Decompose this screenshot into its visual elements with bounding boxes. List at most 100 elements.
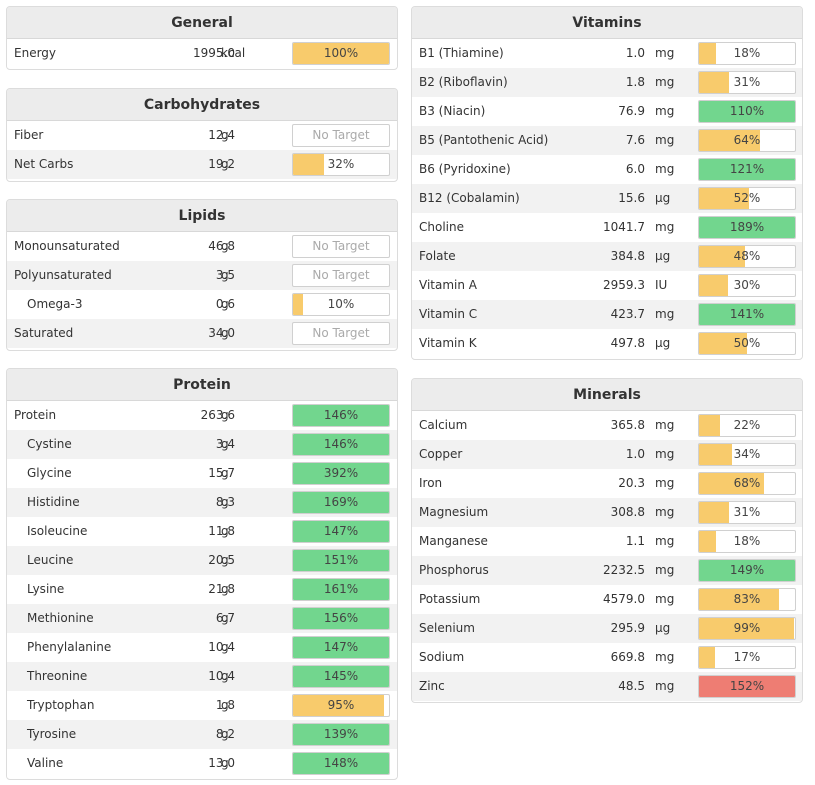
target-progress-fill	[293, 463, 389, 484]
target-progress-fill	[699, 560, 795, 581]
target-progress-fill	[699, 676, 795, 697]
target-percent-label: 17%	[733, 650, 761, 664]
nutrient-unit: mg	[655, 220, 675, 234]
nutrient-amount: 76.9	[618, 104, 645, 118]
nutrient-row: Omega-3 0.6 g 10%	[7, 290, 397, 319]
target-percent-label: 156%	[323, 611, 359, 625]
nutrient-name: B1 (Thiamine)	[419, 46, 504, 60]
nutrient-row: Methionine 6.7 g 156%	[7, 604, 397, 633]
nutrient-amount: 20.5	[208, 553, 235, 567]
target-percent-label: 189%	[729, 220, 765, 234]
target-progress-fill	[293, 666, 389, 687]
target-progress-fill	[293, 579, 389, 600]
target-progress-bar: 149%	[698, 559, 796, 582]
nutrient-name: Polyunsaturated	[14, 268, 112, 282]
target-progress-bar: 147%	[292, 636, 390, 659]
target-percent-label: 30%	[733, 278, 761, 292]
nutrient-unit: g	[221, 640, 229, 654]
nutrient-name: Tyrosine	[27, 727, 77, 741]
protein-title: Protein	[7, 369, 397, 401]
lipids-rows: Monounsaturated 46.8 g No Target Polyunsatur…	[7, 232, 397, 348]
protein-panel: Protein Protein 263.6 g 146% Cystine 3.4 g 146%…	[6, 368, 398, 780]
target-progress-bar: 169%	[292, 491, 390, 514]
target-progress-bar: 48%	[698, 245, 796, 268]
nutrient-row: Tryptophan 1.8 g 95%	[7, 691, 397, 720]
nutrient-row: Cystine 3.4 g 146%	[7, 430, 397, 459]
nutrient-unit: g	[221, 239, 229, 253]
target-progress-fill	[293, 753, 389, 774]
target-progress-bar: 30%	[698, 274, 796, 297]
nutrient-name: Copper	[419, 447, 463, 461]
nutrient-row: Selenium 295.9 µg 99%	[412, 614, 802, 643]
nutrient-amount: 8.2	[215, 727, 235, 741]
target-progress-fill	[293, 521, 389, 542]
nutrient-row: Valine 13.0 g 148%	[7, 749, 397, 778]
target-percent-label: 50%	[733, 336, 761, 350]
nutrient-amount: 15.7	[208, 466, 235, 480]
nutrient-unit: g	[221, 582, 229, 596]
minerals-panel: Minerals Calcium 365.8 mg 22% Copper 1.0 mg 34%…	[411, 378, 803, 703]
target-progress-bar: 392%	[292, 462, 390, 485]
nutrient-unit: g	[221, 495, 229, 509]
target-percent-label: 149%	[729, 563, 765, 577]
target-progress-fill	[293, 724, 389, 745]
target-percent-label: 18%	[733, 534, 761, 548]
nutrient-name: Choline	[419, 220, 464, 234]
nutrient-name: Methionine	[27, 611, 94, 625]
target-progress-fill	[699, 589, 779, 610]
nutrient-name: Histidine	[27, 495, 80, 509]
target-percent-label: 100%	[323, 46, 359, 60]
target-progress-bar: 145%	[292, 665, 390, 688]
nutrient-unit: mg	[655, 592, 675, 606]
target-progress-fill	[699, 275, 728, 296]
nutrient-unit: mg	[655, 650, 675, 664]
vitamins-panel: Vitamins B1 (Thiamine) 1.0 mg 18% B2 (Ribofl…	[411, 6, 803, 360]
nutrient-amount: 46.8	[208, 239, 235, 253]
nutrient-name: Selenium	[419, 621, 475, 635]
nutrient-amount: 1041.7	[603, 220, 645, 234]
nutrient-row: Protein 263.6 g 146%	[7, 401, 397, 430]
nutrient-name: Net Carbs	[14, 157, 74, 171]
nutrient-unit: µg	[655, 191, 671, 205]
nutrient-name: Vitamin K	[419, 336, 477, 350]
target-percent-label: 147%	[323, 524, 359, 538]
nutrient-row: Isoleucine 11.8 g 147%	[7, 517, 397, 546]
nutrient-unit: mg	[655, 534, 675, 548]
target-progress-bar: 52%	[698, 187, 796, 210]
target-progress-fill	[699, 618, 795, 639]
nutrient-row: Tyrosine 8.2 g 139%	[7, 720, 397, 749]
nutrient-row: Vitamin A 2959.3 IU 30%	[412, 271, 802, 300]
target-progress-bar: 146%	[292, 404, 390, 427]
nutrient-name: Vitamin A	[419, 278, 477, 292]
nutrient-name: Fiber	[14, 128, 44, 142]
target-percent-label: 392%	[323, 466, 359, 480]
nutrient-unit: mg	[655, 476, 675, 490]
nutrient-amount: 34.0	[208, 326, 235, 340]
target-progress-bar: 99%	[698, 617, 796, 640]
nutrient-unit: IU	[655, 278, 668, 292]
nutrient-name: Monounsaturated	[14, 239, 120, 253]
nutrient-amount: 308.8	[610, 505, 645, 519]
target-percent-label: 31%	[733, 505, 761, 519]
nutrient-unit: g	[221, 157, 229, 171]
nutrient-row: Fiber 12.4 g No Target	[7, 121, 397, 150]
nutrient-amount: 1.8	[625, 75, 645, 89]
nutrient-amount: 21.8	[208, 582, 235, 596]
nutrient-unit: g	[221, 437, 229, 451]
target-percent-label: 22%	[733, 418, 761, 432]
vitamins-rows: B1 (Thiamine) 1.0 mg 18% B2 (Riboflavin) 1.8 m…	[412, 39, 802, 358]
target-progress-bar: 68%	[698, 472, 796, 495]
nutrient-name: Saturated	[14, 326, 74, 340]
target-percent-label: 147%	[323, 640, 359, 654]
nutrient-unit: mg	[655, 563, 675, 577]
nutrient-amount: 423.7	[610, 307, 645, 321]
target-percent-label: No Target	[312, 239, 370, 253]
nutrient-unit: mg	[655, 75, 675, 89]
nutrient-unit: mg	[655, 104, 675, 118]
target-progress-bar: 31%	[698, 501, 796, 524]
nutrient-amount: 10.4	[208, 640, 235, 654]
nutrient-amount: 13.0	[208, 756, 235, 770]
nutrient-name: Manganese	[419, 534, 488, 548]
target-progress-fill	[699, 415, 721, 436]
target-progress-fill	[293, 294, 303, 315]
